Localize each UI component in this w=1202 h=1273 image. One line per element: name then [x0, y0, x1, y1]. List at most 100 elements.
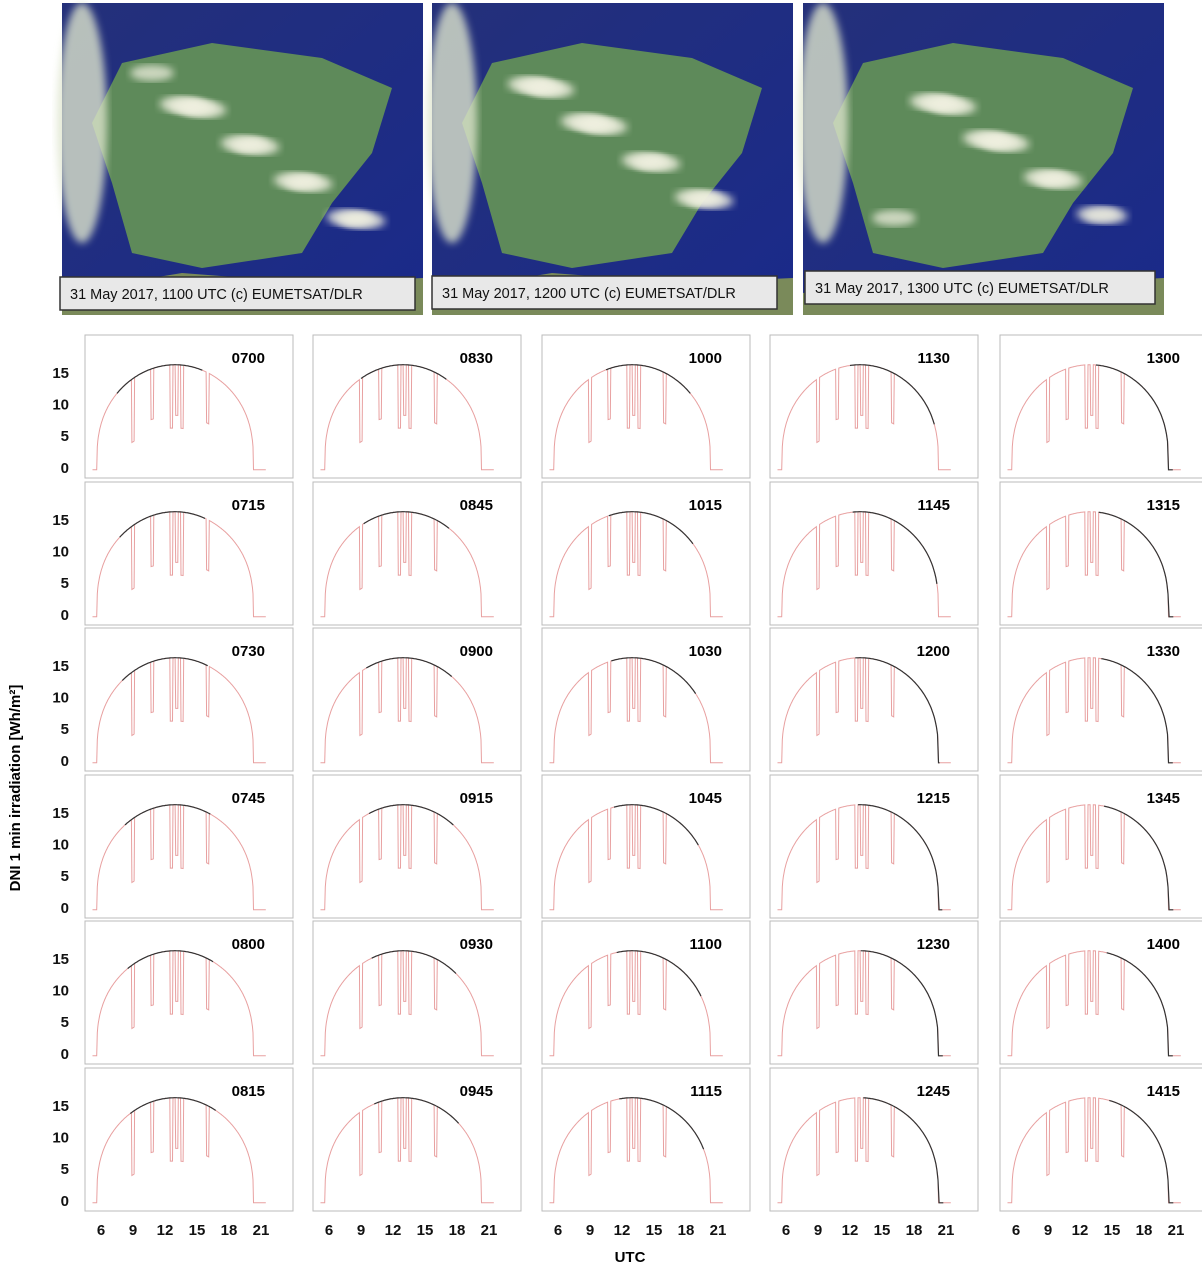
panel-label: 1015: [689, 497, 722, 514]
panel: 1245 6 9 12 15 18 21: [769, 1067, 979, 1239]
forecast-curve: [127, 950, 214, 970]
y-tick-label: 0: [61, 1046, 69, 1063]
panel-frame: [84, 481, 294, 626]
forecast-curve: [1109, 1099, 1174, 1204]
x-tick-label: 12: [614, 1222, 631, 1239]
panel: 0800 0 5 10 15: [52, 920, 294, 1065]
x-tick-label: 15: [417, 1222, 434, 1239]
forecast-curve: [863, 1097, 944, 1204]
cloud: [560, 113, 604, 129]
panel-label: 1415: [1147, 1083, 1180, 1100]
panel: 0945 6 9 12 15 18 21: [312, 1067, 522, 1239]
forecast-curve: [1095, 364, 1173, 471]
panel: 1315: [999, 481, 1202, 626]
x-tick-label: 12: [157, 1222, 174, 1239]
forecast-curve: [855, 657, 940, 764]
cloud: [674, 189, 718, 205]
forecast-curve: [608, 511, 694, 545]
x-tick-label: 18: [1136, 1222, 1153, 1239]
panel-label: 0730: [232, 643, 265, 660]
panel-frame: [999, 627, 1202, 772]
panel-label: 1300: [1147, 350, 1180, 367]
forecast-curve: [124, 804, 211, 826]
panel: 0930: [312, 920, 522, 1065]
land: [833, 43, 1133, 268]
x-tick-label: 6: [782, 1222, 790, 1239]
panel: 1215: [769, 774, 979, 919]
cloud: [507, 76, 551, 92]
y-tick-label: 5: [61, 428, 69, 445]
panel-label: 0815: [232, 1083, 265, 1100]
y-tick-label: 0: [61, 753, 69, 770]
satellite-image: 31 May 2017, 1200 UTC (c) EUMETSAT/DLR: [427, 3, 793, 315]
cloud: [273, 172, 317, 188]
forecast-curve: [852, 511, 938, 584]
panel: 1300: [999, 334, 1202, 479]
satellite-image: 31 May 2017, 1100 UTC (c) EUMETSAT/DLR: [57, 3, 423, 315]
caption: 31 May 2017, 1100 UTC (c) EUMETSAT/DLR: [70, 287, 363, 303]
forecast-curve: [849, 364, 935, 425]
y-tick-label: 10: [52, 397, 69, 414]
panel-label: 1100: [689, 936, 722, 953]
caption-box: [59, 276, 416, 311]
panel-label: 1230: [917, 936, 950, 953]
x-tick-label: 18: [449, 1222, 466, 1239]
panel: 1100: [541, 920, 751, 1065]
panel: 1400: [999, 920, 1202, 1065]
y-tick-label: 15: [52, 512, 69, 529]
forecast-curve: [366, 657, 453, 677]
cloud: [872, 210, 916, 226]
cloud: [159, 96, 203, 112]
x-tick-label: 15: [874, 1222, 891, 1239]
panel: 0900: [312, 627, 522, 772]
panel-label: 1400: [1147, 936, 1180, 953]
forecast-curve: [374, 1097, 460, 1124]
panel: 1145: [769, 481, 979, 626]
panel-frame: [312, 334, 522, 479]
forecast-curve: [611, 657, 697, 694]
forecast-curve: [857, 804, 943, 911]
x-tick-label: 21: [938, 1222, 955, 1239]
panel: 0715 0 5 10 15: [52, 481, 294, 626]
cloud: [130, 65, 174, 81]
forecast-curve: [605, 364, 691, 394]
y-tick-label: 5: [61, 721, 69, 738]
panel-label: 1115: [690, 1083, 722, 1100]
panel-frame: [84, 774, 294, 919]
panel-label: 0715: [232, 497, 265, 514]
x-tick-label: 6: [97, 1222, 105, 1239]
y-tick-label: 5: [61, 575, 69, 592]
panel-frame: [541, 481, 751, 626]
caption-box: [804, 270, 1156, 305]
cloud: [1076, 206, 1120, 222]
panel-frame: [541, 627, 751, 772]
y-tick-label: 10: [52, 544, 69, 561]
panel: 1330: [999, 627, 1202, 772]
panel-label: 1315: [1147, 497, 1180, 514]
y-tick-label: 15: [52, 951, 69, 968]
cloud: [326, 209, 370, 225]
y-tick-label: 0: [61, 460, 69, 477]
panel-label: 0800: [232, 936, 265, 953]
y-tick-label: 10: [52, 837, 69, 854]
y-axis-label: DNI 1 min irradiation [Wh/m²]: [7, 685, 24, 892]
y-tick-label: 5: [61, 868, 69, 885]
forecast-curve: [360, 364, 447, 380]
panel-label: 0945: [460, 1083, 493, 1100]
forecast-curve: [616, 950, 702, 997]
panel: 0745 0 5 10 15: [52, 774, 294, 919]
x-tick-label: 21: [710, 1222, 727, 1239]
panel-frame: [769, 920, 979, 1065]
panel-frame: [84, 334, 294, 479]
panel-frame: [84, 627, 294, 772]
satellite-image: 31 May 2017, 1300 UTC (c) EUMETSAT/DLR: [798, 3, 1164, 315]
forecast-curve: [371, 950, 457, 974]
forecast-curve: [619, 1097, 705, 1150]
y-tick-label: 0: [61, 607, 69, 624]
cloud: [220, 135, 264, 151]
panel-frame: [769, 774, 979, 919]
caption: 31 May 2017, 1200 UTC (c) EUMETSAT/DLR: [442, 286, 736, 302]
panel-label: 1345: [1147, 790, 1180, 807]
panel: 1130: [769, 334, 979, 479]
panel-frame: [312, 481, 522, 626]
